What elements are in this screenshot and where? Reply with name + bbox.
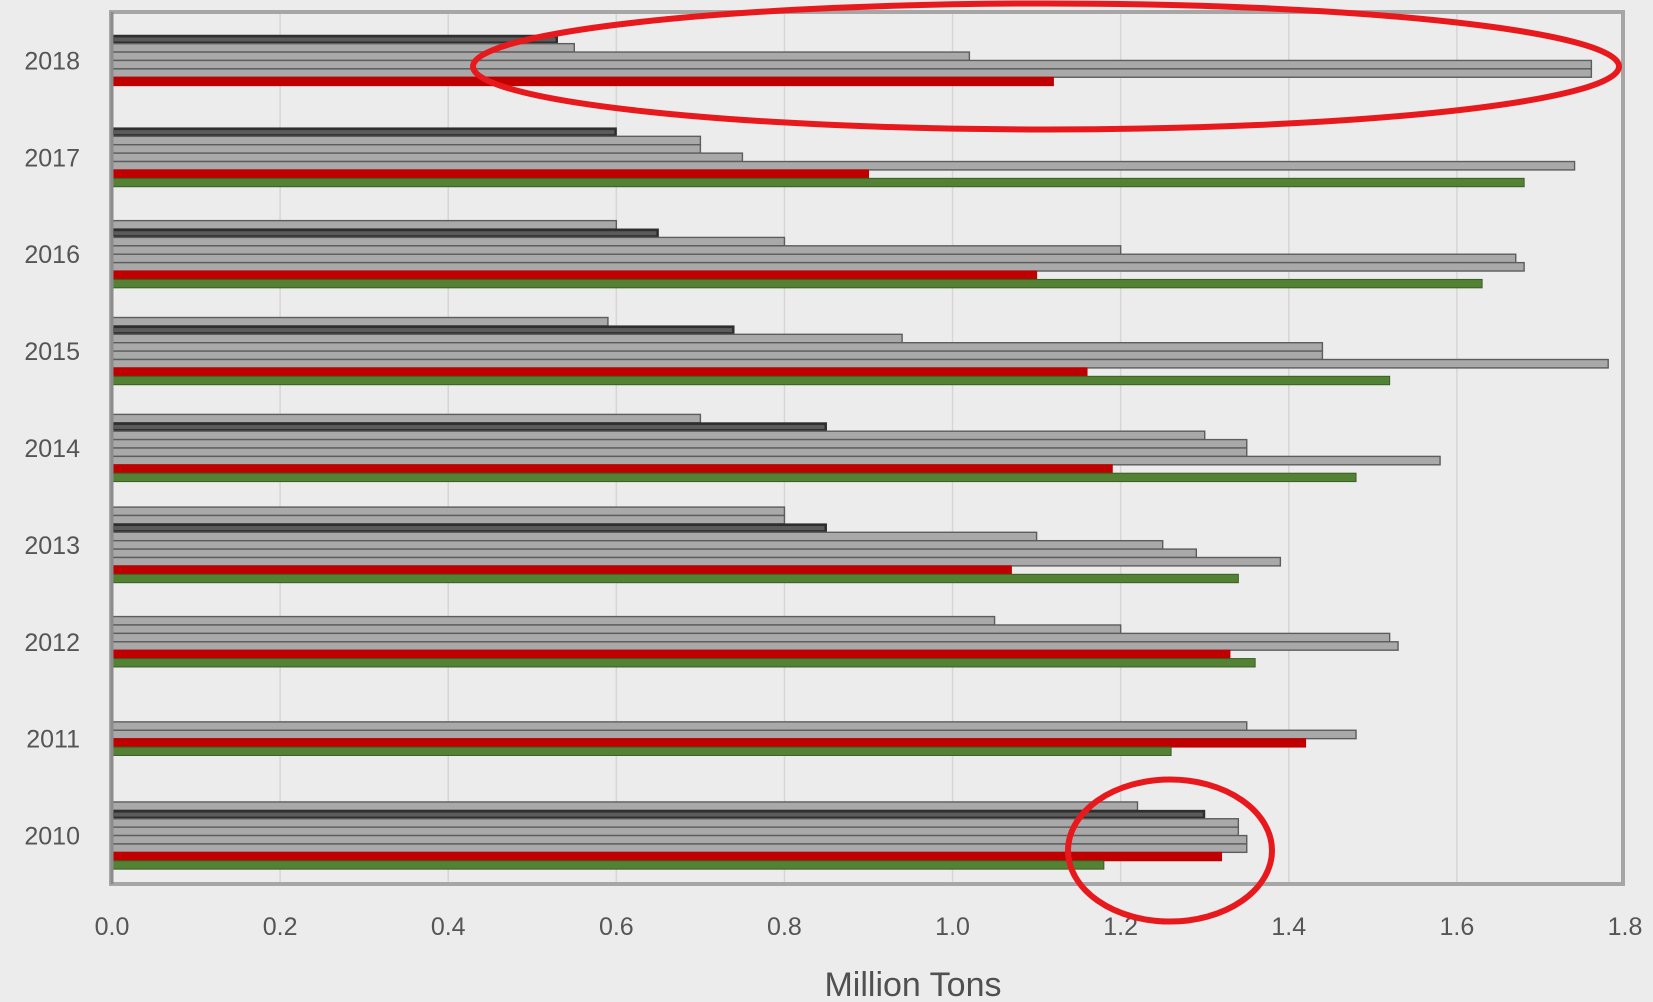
bar-2014-6 xyxy=(111,455,1441,466)
y-tick-labels: 2018 2017 2016 2015 2014 2013 2012 2011 2010 xyxy=(24,47,80,850)
y-tick-label: 2012 xyxy=(24,629,80,657)
bar-inner-2014-2 xyxy=(114,425,825,429)
bar-2017-2 xyxy=(111,135,702,146)
bar-2013-7 xyxy=(111,556,1282,567)
y-tick-label: 2017 xyxy=(24,144,80,172)
bar-2013-2 xyxy=(111,514,786,525)
bar-2014-7 xyxy=(111,464,1113,474)
bar-2015-8 xyxy=(111,375,1391,386)
bar-2014-8 xyxy=(111,472,1357,483)
x-tick-label: 0.6 xyxy=(599,913,634,941)
bar-inner-2013-3 xyxy=(114,526,825,531)
bar-2014-5 xyxy=(111,447,1248,458)
highlight-ellipse-2018 xyxy=(470,0,1622,133)
bar-2011-3 xyxy=(111,738,1307,748)
bar-2014-3 xyxy=(111,430,1206,441)
x-tick-label: 1.0 xyxy=(935,913,970,941)
bar-2012-4 xyxy=(111,641,1399,651)
bar-2014-4 xyxy=(111,438,1248,449)
bar-inner-2015-2 xyxy=(114,328,733,333)
y-tick-label: 2016 xyxy=(24,241,80,269)
y-tick-label: 2015 xyxy=(24,338,80,366)
bar-2010-3 xyxy=(111,818,1240,828)
bar-2017-5 xyxy=(111,160,1576,171)
bar-2011-1 xyxy=(111,721,1248,731)
bar-2015-4 xyxy=(111,342,1324,352)
bar-2016-5 xyxy=(111,253,1517,264)
bar-2018-5 xyxy=(111,68,1593,78)
bar-2013-8 xyxy=(111,565,1012,575)
bar-inner-2018-1 xyxy=(114,37,556,42)
x-tick-label: 0.2 xyxy=(263,913,298,941)
bar-2015-6 xyxy=(111,358,1609,369)
bar-2016-4 xyxy=(111,245,1122,255)
bar-2015-5 xyxy=(111,350,1324,361)
y-tick-label: 2014 xyxy=(24,435,80,463)
bar-2012-5 xyxy=(111,649,1231,660)
y-tick-label: 2011 xyxy=(26,726,80,754)
y-tick-label: 2010 xyxy=(24,823,80,851)
x-tick-label: 0.8 xyxy=(767,913,802,941)
bar-2012-2 xyxy=(111,624,1122,635)
bar-2015-3 xyxy=(111,333,903,344)
bar-inner-2017-1 xyxy=(114,130,615,135)
bar-2017-6 xyxy=(111,169,869,179)
bar-2016-6 xyxy=(111,261,1525,272)
x-tick-label: 1.8 xyxy=(1608,913,1643,941)
bar-2017-7 xyxy=(111,177,1525,188)
bar-2015-7 xyxy=(111,367,1088,377)
x-tick-label: 1.6 xyxy=(1440,913,1475,941)
bar-2010-1 xyxy=(111,801,1139,812)
bar-2016-7 xyxy=(111,270,1038,280)
bar-2013-4 xyxy=(111,531,1038,542)
bar-2011-4 xyxy=(111,746,1172,756)
bar-2016-3 xyxy=(111,236,786,247)
bar-2014-1 xyxy=(111,413,702,424)
bar-2012-3 xyxy=(111,632,1391,643)
bar-inner-2010-2 xyxy=(114,812,1203,817)
bar-inner-2016-2 xyxy=(114,231,657,236)
bar-2010-8 xyxy=(111,860,1105,870)
bar-2011-2 xyxy=(111,729,1357,740)
bar-2013-1 xyxy=(111,506,786,517)
bar-2018-6 xyxy=(111,76,1054,87)
bar-2012-1 xyxy=(111,615,996,626)
bar-2013-9 xyxy=(111,573,1239,584)
bar-2010-6 xyxy=(111,843,1248,854)
bar-2016-1 xyxy=(111,219,618,230)
bar-2017-4 xyxy=(111,152,744,163)
bar-2013-5 xyxy=(111,539,1164,550)
bar-2015-1 xyxy=(111,316,609,327)
bar-2012-6 xyxy=(111,658,1256,668)
y-tick-label: 2018 xyxy=(24,47,80,75)
bar-2010-5 xyxy=(111,834,1248,845)
bars xyxy=(111,34,1609,870)
bar-2017-3 xyxy=(111,144,702,154)
bar-2010-7 xyxy=(111,851,1223,862)
highlight-circle-2010 xyxy=(1065,776,1275,925)
bar-2016-8 xyxy=(111,278,1483,289)
bar-2018-4 xyxy=(111,59,1593,70)
x-axis-label: Million Tons xyxy=(824,966,1001,1002)
x-tick-label: 0.0 xyxy=(95,913,130,941)
x-tick-label: 0.4 xyxy=(431,913,466,941)
bar-2018-3 xyxy=(111,51,971,62)
x-tick-label: 1.4 xyxy=(1271,913,1306,941)
y-tick-label: 2013 xyxy=(24,532,80,560)
bar-2013-6 xyxy=(111,548,1198,559)
x-tick-labels: 0.0 0.2 0.4 0.6 0.8 1.0 1.2 1.4 1.6 1.8 xyxy=(95,913,1643,941)
highlights xyxy=(470,0,1622,925)
